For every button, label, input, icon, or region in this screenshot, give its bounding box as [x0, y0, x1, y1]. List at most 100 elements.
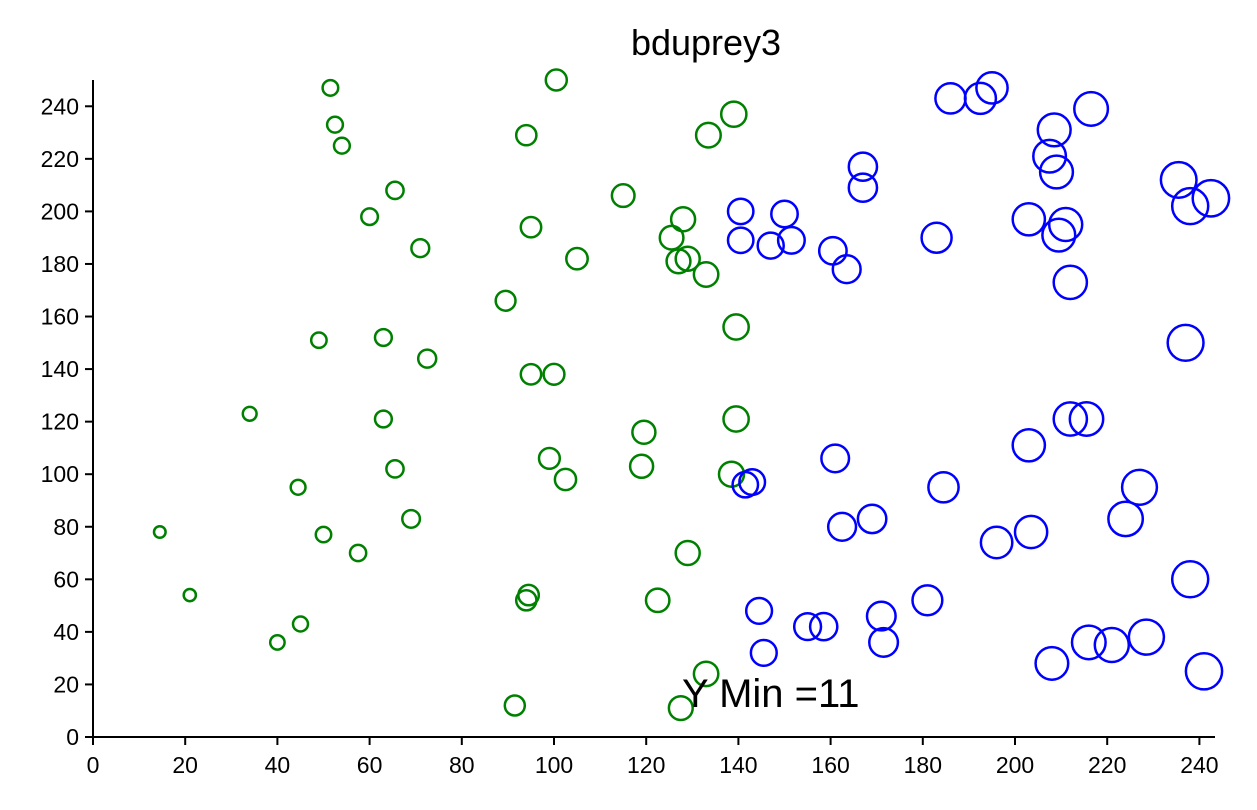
data-point	[1041, 217, 1077, 253]
data-point	[1052, 401, 1089, 437]
data-point	[321, 78, 340, 97]
data-point	[1093, 626, 1131, 664]
data-point	[519, 215, 543, 239]
data-point	[610, 183, 636, 209]
data-point	[792, 611, 823, 642]
data-point	[868, 626, 900, 658]
data-point	[332, 136, 352, 155]
data-point	[692, 660, 720, 688]
x-tick-label: 200	[996, 752, 1034, 778]
data-point	[738, 468, 767, 497]
data-point	[719, 100, 748, 129]
x-tick-label: 60	[357, 752, 383, 778]
data-point	[360, 207, 380, 227]
data-point	[1159, 160, 1198, 199]
data-point	[291, 615, 310, 633]
x-tick-label: 20	[172, 752, 198, 778]
data-point	[726, 226, 755, 255]
data-point	[1036, 112, 1072, 148]
y-tick-label: 180	[41, 251, 79, 277]
data-point	[776, 225, 806, 255]
x-tick-label: 160	[811, 752, 849, 778]
data-point	[831, 254, 862, 285]
data-point	[1011, 427, 1047, 463]
data-point	[847, 172, 879, 204]
data-point	[1120, 468, 1159, 506]
data-point	[817, 235, 848, 266]
data-point	[348, 543, 368, 563]
data-point	[911, 584, 944, 617]
axes	[92, 80, 1215, 738]
data-point	[1127, 618, 1166, 656]
data-point	[544, 68, 569, 92]
data-point	[1034, 645, 1070, 681]
x-tick-label: 40	[265, 752, 291, 778]
data-point	[289, 478, 307, 496]
points-layer	[152, 68, 1231, 722]
chart-title: bduprey3	[631, 22, 781, 63]
data-point	[644, 587, 671, 614]
y-tick-label: 120	[41, 409, 79, 435]
data-point	[820, 443, 851, 474]
data-point	[674, 539, 701, 567]
y-min-annotation: Y Min =11	[682, 672, 860, 716]
data-point	[503, 694, 527, 717]
y-tick-label: 0	[66, 724, 79, 750]
y-tick-label: 220	[41, 146, 79, 172]
data-point	[770, 199, 799, 229]
data-point	[744, 596, 774, 626]
data-point	[1170, 560, 1210, 599]
data-point	[309, 331, 328, 350]
x-tick-label: 240	[1180, 752, 1218, 778]
y-tick-label: 240	[41, 93, 79, 119]
y-tick-label: 200	[41, 198, 79, 224]
data-point	[152, 524, 167, 540]
data-point	[517, 583, 541, 607]
data-point	[1166, 323, 1205, 362]
data-point	[401, 508, 422, 529]
data-point	[241, 405, 258, 422]
data-point	[1052, 264, 1089, 301]
data-point	[514, 123, 538, 147]
data-point	[1068, 401, 1105, 437]
x-axis-ticks: 0 20 40 60 80 100 120 140 160 180 200 220 240	[87, 737, 1219, 778]
data-point	[975, 71, 1009, 105]
data-point	[373, 409, 394, 429]
x-tick-label: 0	[87, 752, 100, 778]
data-point	[565, 246, 589, 271]
data-point	[722, 313, 750, 341]
data-point	[979, 525, 1014, 560]
data-point	[722, 405, 750, 433]
data-point	[385, 180, 405, 201]
data-point	[325, 115, 345, 134]
y-tick-label: 60	[53, 566, 79, 592]
data-point	[385, 459, 405, 479]
data-point	[1184, 651, 1224, 691]
data-point	[1013, 514, 1049, 550]
data-point	[1191, 178, 1231, 218]
data-point	[519, 362, 543, 386]
data-point	[934, 82, 967, 115]
data-point	[182, 587, 198, 603]
data-point	[1038, 154, 1075, 190]
x-tick-label: 120	[627, 752, 665, 778]
data-point	[749, 638, 778, 668]
data-point	[1032, 138, 1068, 174]
data-point	[826, 511, 858, 542]
y-tick-label: 80	[53, 514, 79, 540]
data-point	[410, 238, 431, 259]
data-point	[1107, 500, 1145, 538]
data-point	[1011, 201, 1047, 237]
data-point	[694, 121, 722, 149]
y-tick-label: 40	[53, 619, 79, 645]
data-point	[416, 348, 438, 369]
data-point	[1047, 206, 1084, 243]
data-point	[658, 224, 685, 251]
x-tick-label: 140	[719, 752, 757, 778]
data-point	[756, 231, 785, 260]
data-point	[1170, 186, 1210, 226]
data-point	[667, 694, 694, 722]
data-point	[537, 446, 562, 471]
data-point	[542, 362, 566, 386]
